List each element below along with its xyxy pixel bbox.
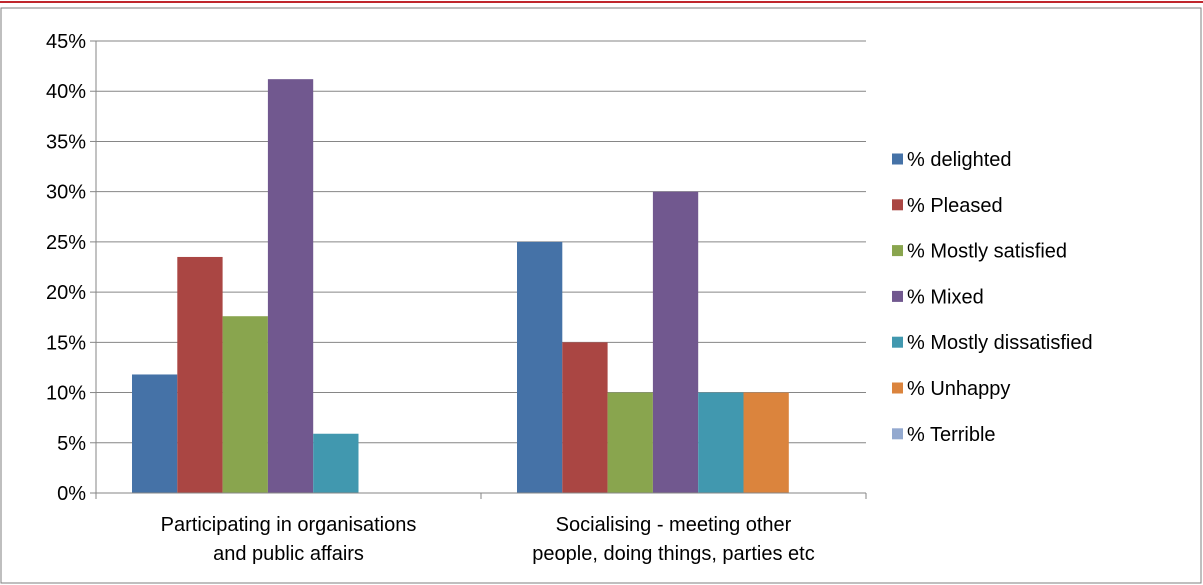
legend-label: % Mostly satisfied <box>907 241 1067 263</box>
legend-label: % Mixed <box>907 286 984 308</box>
legend-swatch <box>892 290 903 302</box>
bar <box>177 256 223 493</box>
legend-label: % Mostly dissatisfied <box>907 332 1093 354</box>
bar <box>267 79 314 494</box>
x-category-label: Socialising - meeting other <box>556 514 792 536</box>
legend-label: % Terrible <box>907 424 996 446</box>
axes <box>95 41 867 499</box>
y-tick-label: 10% <box>46 383 86 405</box>
legend-swatch <box>892 153 903 165</box>
x-category-label: Participating in organisations <box>161 514 417 536</box>
y-axis-tick-labels: 0% 5% 10% 15% 20% 25% 30% 35% 40% 45% <box>46 31 86 505</box>
bars <box>132 79 789 494</box>
bar <box>652 191 699 493</box>
legend: % delighted % Pleased % Mostly satisfied % … <box>892 149 1093 446</box>
y-tick-label: 15% <box>46 332 86 354</box>
bar <box>607 392 653 493</box>
bar <box>222 316 268 493</box>
legend-swatch <box>892 382 903 394</box>
x-category-label: people, doing things, parties etc <box>532 543 814 565</box>
bar <box>132 374 178 493</box>
y-tick-label: 0% <box>57 483 86 505</box>
legend-label: % Unhappy <box>907 378 1010 400</box>
bar <box>517 241 563 493</box>
bar <box>562 342 608 493</box>
legend-swatch <box>892 428 903 440</box>
y-tick-label: 5% <box>57 433 86 455</box>
legend-label: % Pleased <box>907 195 1003 217</box>
y-tick-label: 45% <box>46 31 86 53</box>
y-tick-label: 40% <box>46 81 86 103</box>
y-tick-label: 30% <box>46 182 86 204</box>
legend-swatch <box>892 199 903 211</box>
x-category-label: and public affairs <box>213 543 364 565</box>
chart-area-border <box>0 7 1202 584</box>
legend-swatch <box>892 336 903 348</box>
y-tick-label: 35% <box>46 131 86 153</box>
x-axis-category-labels: Participating in organisations and public… <box>161 514 815 565</box>
bar <box>743 392 789 493</box>
y-tick-label: 25% <box>46 232 86 254</box>
legend-label: % delighted <box>907 149 1012 171</box>
bar <box>698 392 744 493</box>
y-tick-label: 20% <box>46 282 86 304</box>
bar <box>313 433 359 493</box>
legend-swatch <box>892 245 903 257</box>
